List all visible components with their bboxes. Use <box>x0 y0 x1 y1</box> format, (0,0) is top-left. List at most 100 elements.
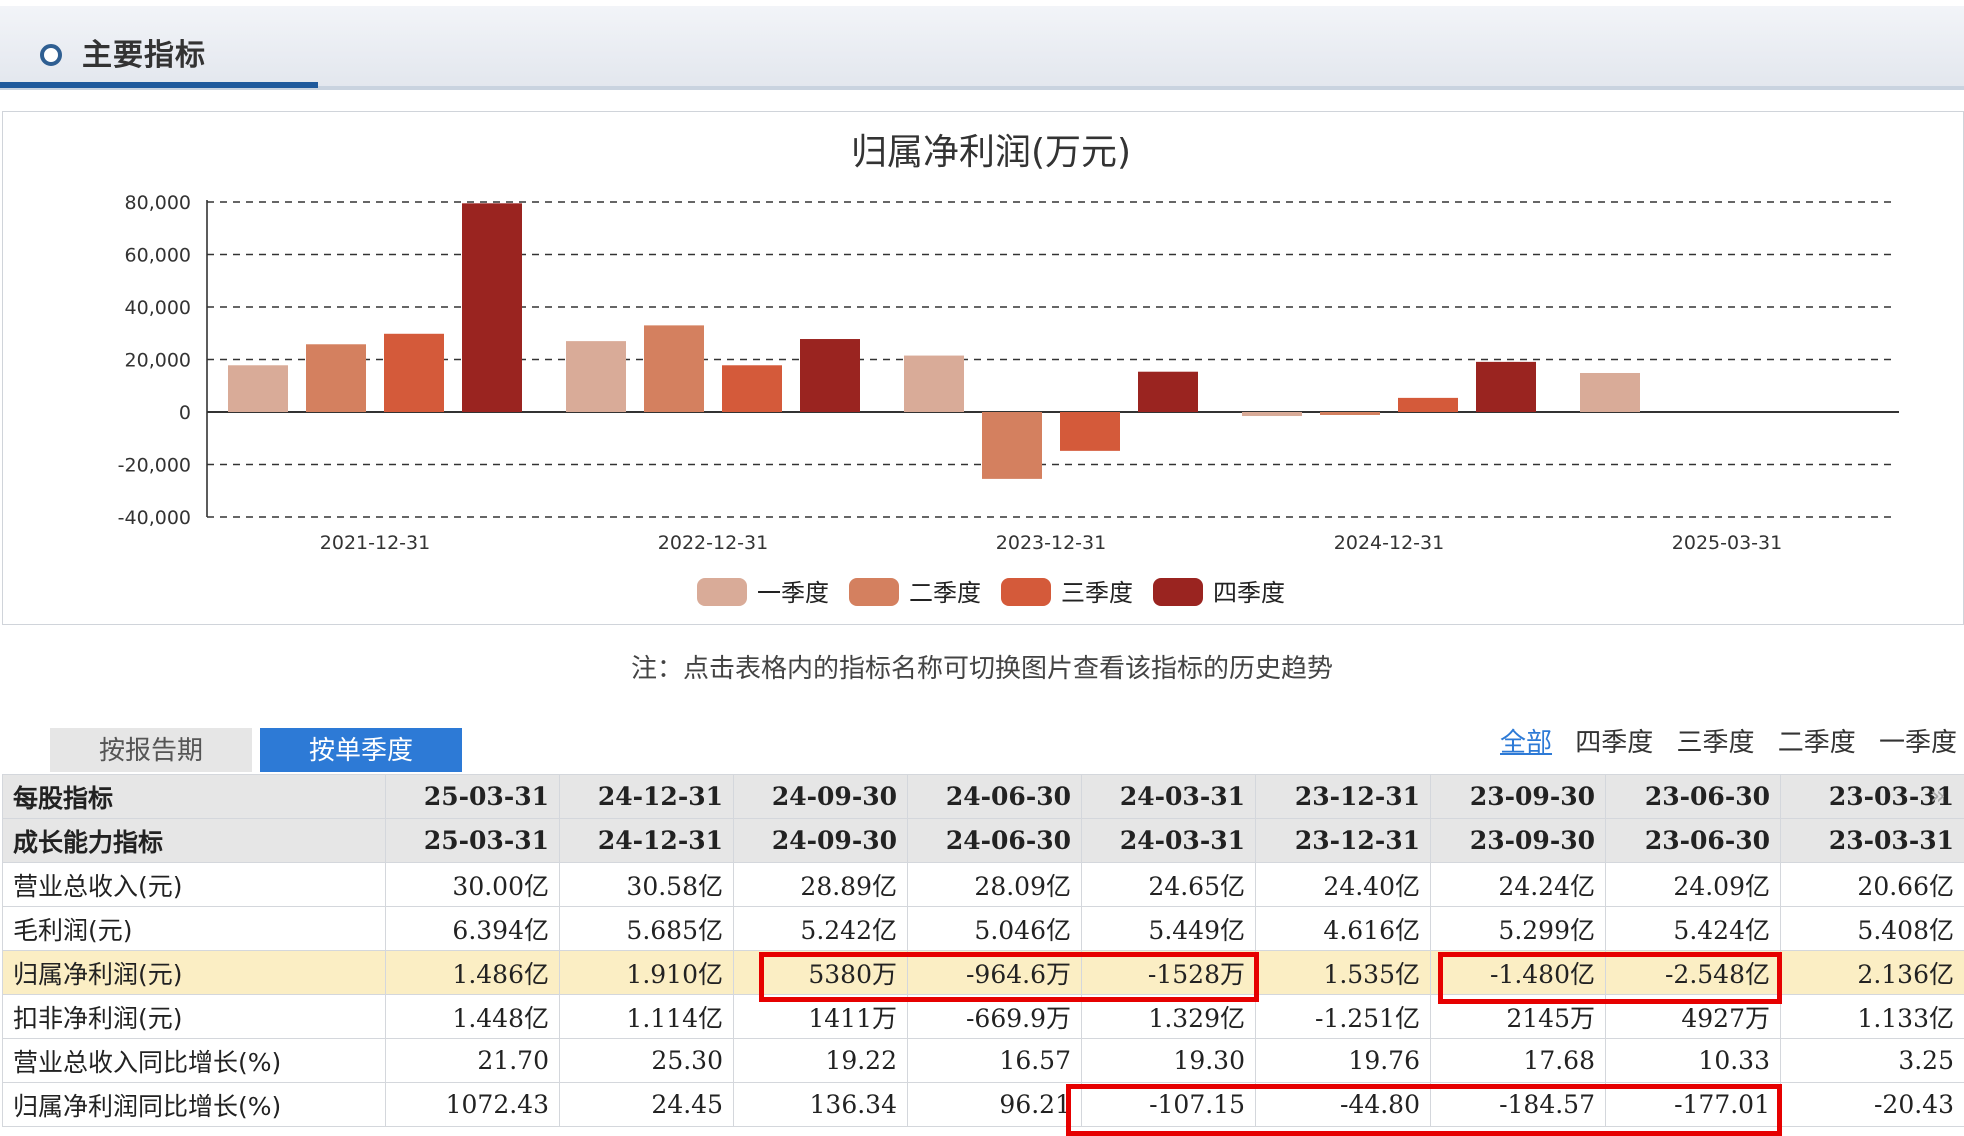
table-cell: 25.30 <box>559 1038 734 1083</box>
table-cell: 24.09亿 <box>1605 862 1781 907</box>
bar <box>1320 412 1380 415</box>
net-profit-chart: 归属净利润(万元) 80,000 60,000 40,000 20,000 0 -20,00… <box>118 132 1899 607</box>
bar <box>1138 371 1198 412</box>
table-cell: 6.394亿 <box>385 906 560 951</box>
table-row: 归属净利润(元) 1.486亿 1.910亿 5380万 -964.6万 -1528万 1.… <box>2 950 1964 995</box>
bar <box>306 344 366 412</box>
y-tick-label: -40,000 <box>118 507 191 529</box>
y-tick-label: -20,000 <box>118 455 191 477</box>
table-cell: 5.046亿 <box>907 906 1082 951</box>
table-cell: 96.21 <box>907 1082 1082 1127</box>
legend-swatch <box>1001 578 1051 606</box>
table-cell: 4.616亿 <box>1255 906 1431 951</box>
table-cell: 1.114亿 <box>559 994 734 1039</box>
table-cell: -44.80 <box>1255 1082 1431 1127</box>
table-row: 营业总收入(元) 30.00亿 30.58亿 28.89亿 28.09亿 24.65亿 24… <box>2 862 1964 907</box>
filter-all[interactable]: 全部 <box>1500 727 1553 757</box>
indicator-name[interactable]: 营业总收入(元) <box>2 862 386 907</box>
bar <box>800 339 860 412</box>
x-tick-label: 2023-12-31 <box>996 532 1106 554</box>
table-cell: 24.24亿 <box>1430 862 1606 907</box>
table-cell: 24-12-31 <box>559 774 734 819</box>
table-cell: -107.15 <box>1081 1082 1256 1127</box>
indicator-name[interactable]: 成长能力指标 <box>2 818 386 863</box>
table-cell: -669.9万 <box>907 994 1082 1039</box>
table-cell: -1528万 <box>1081 950 1256 995</box>
bar <box>228 365 288 412</box>
chart-panel: 归属净利润(万元) 80,000 60,000 40,000 20,000 0 -20,00… <box>2 111 1964 625</box>
legend-label: 一季度 <box>757 579 829 607</box>
table-cell: 24-06-30 <box>907 774 1082 819</box>
legend-swatch <box>1153 578 1203 606</box>
table-cell: 5.408亿 <box>1780 906 1964 951</box>
table-cell: 23-06-30 <box>1605 818 1781 863</box>
indicator-name[interactable]: 毛利润(元) <box>2 906 386 951</box>
table-cell: 24-03-31 <box>1081 818 1256 863</box>
table-cell: 1.133亿 <box>1780 994 1964 1039</box>
table-cell: 2145万 <box>1430 994 1606 1039</box>
table-cell: 19.30 <box>1081 1038 1256 1083</box>
table-cell: 1072.43 <box>385 1082 560 1127</box>
bar <box>1580 372 1640 412</box>
legend-label: 四季度 <box>1213 579 1285 607</box>
table-cell: 16.57 <box>907 1038 1082 1083</box>
circle-bullet-icon <box>40 44 62 66</box>
table-cell: 24-09-30 <box>733 818 908 863</box>
header-accent-bar <box>0 82 318 88</box>
table-cell: -2.548亿 <box>1605 950 1781 995</box>
table-row: 归属净利润同比增长(%) 1072.43 24.45 136.34 96.21 -107.… <box>2 1082 1964 1127</box>
table-cell: 5.299亿 <box>1430 906 1606 951</box>
tab-by-report-period[interactable]: 按报告期 <box>50 728 252 772</box>
table-cell: 5380万 <box>733 950 908 995</box>
table-cell: 4927万 <box>1605 994 1781 1039</box>
table-cell: 23-09-30 <box>1430 774 1606 819</box>
table-cell: 30.58亿 <box>559 862 734 907</box>
table-cell: 25-03-31 <box>385 774 560 819</box>
table-cell: 25-03-31 <box>385 818 560 863</box>
bar <box>1398 397 1458 412</box>
indicator-name[interactable]: 归属净利润(元) <box>2 950 386 995</box>
legend-swatch <box>697 578 747 606</box>
table-cell: 1.910亿 <box>559 950 734 995</box>
table-row: 扣非净利润(元) 1.448亿 1.114亿 1411万 -669.9万 1.329亿 -1… <box>2 994 1964 1039</box>
y-tick-label: 20,000 <box>125 350 191 372</box>
indicator-table: 每股指标 25-03-31 24-12-31 24-09-30 24-06-30 24-0… <box>2 774 1964 1127</box>
bar <box>1242 412 1302 417</box>
table-cell: 1411万 <box>733 994 908 1039</box>
scroll-right-icon[interactable]: » <box>1930 781 1946 811</box>
filter-q4[interactable]: 四季度 <box>1575 727 1654 757</box>
table-header-label[interactable]: 每股指标 <box>2 774 386 819</box>
bar <box>644 325 704 412</box>
legend-label: 二季度 <box>909 579 981 607</box>
table-cell: -20.43 <box>1780 1082 1964 1127</box>
bar <box>982 412 1042 479</box>
filter-q1[interactable]: 一季度 <box>1879 727 1958 757</box>
table-row: 营业总收入同比增长(%) 21.70 25.30 19.22 16.57 19.30 19.… <box>2 1038 1964 1083</box>
chart-title: 归属净利润(万元) <box>851 132 1131 173</box>
chart-note: 注：点击表格内的指标名称可切换图片查看该指标的历史趋势 <box>630 653 1333 683</box>
bar <box>462 203 522 412</box>
table-cell: 23-12-31 <box>1255 818 1431 863</box>
table-cell: -964.6万 <box>907 950 1082 995</box>
quarter-filter: 全部 四季度 三季度 二季度 一季度 <box>1500 722 1964 762</box>
section-title: 主要指标 <box>82 39 206 72</box>
indicator-name[interactable]: 扣非净利润(元) <box>2 994 386 1039</box>
table-cell: -1.480亿 <box>1430 950 1606 995</box>
table-cell: 28.89亿 <box>733 862 908 907</box>
table-cell: 5.685亿 <box>559 906 734 951</box>
bar <box>1060 412 1120 451</box>
table-cell: 5.242亿 <box>733 906 908 951</box>
legend-swatch <box>849 578 899 606</box>
table-cell: 24.45 <box>559 1082 734 1127</box>
indicator-name[interactable]: 归属净利润同比增长(%) <box>2 1082 386 1127</box>
table-cell: 1.448亿 <box>385 994 560 1039</box>
legend-label: 三季度 <box>1061 579 1133 607</box>
table-cell: 24.40亿 <box>1255 862 1431 907</box>
tab-by-single-quarter[interactable]: 按单季度 <box>260 728 462 772</box>
bar <box>722 365 782 412</box>
x-tick-label: 2025-03-31 <box>1672 532 1782 554</box>
filter-q2[interactable]: 二季度 <box>1777 727 1856 757</box>
filter-q3[interactable]: 三季度 <box>1676 727 1755 757</box>
indicator-name[interactable]: 营业总收入同比增长(%) <box>2 1038 386 1083</box>
table-cell: 3.25 <box>1780 1038 1964 1083</box>
